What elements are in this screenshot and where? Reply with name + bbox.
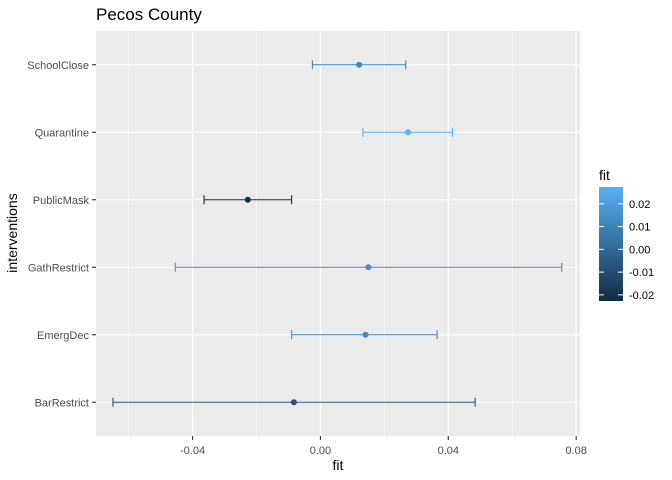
data-point (365, 264, 372, 271)
legend-tick-label: -0.02 (629, 290, 654, 302)
legend-colorbar (599, 187, 623, 301)
x-axis-title: fit (333, 457, 344, 473)
legend-title: fit (599, 167, 610, 183)
x-tick-label: 0.08 (565, 445, 586, 457)
legend: fit 0.02 0.01 0.00 -0.01 -0.02 (599, 167, 654, 302)
x-tick-label: 0.00 (310, 445, 331, 457)
legend-tick-label: -0.01 (629, 267, 654, 279)
y-tick-label: Quarantine (35, 127, 89, 139)
y-tick-label: BarRestrict (35, 397, 89, 409)
data-point (244, 196, 251, 203)
data-point (362, 331, 369, 338)
legend-tick-label: 0.02 (629, 199, 650, 211)
legend-tick-label: 0.01 (629, 222, 650, 234)
data-layer (112, 60, 563, 407)
data-point (405, 129, 412, 136)
legend-tick-label: 0.00 (629, 244, 650, 256)
x-tick-label: 0.04 (438, 445, 459, 457)
y-tick-label: PublicMask (33, 195, 90, 207)
axes: -0.04 0.00 0.04 0.08 SchoolClose Quarantine Pu… (27, 60, 587, 457)
data-point (356, 61, 363, 68)
y-tick-label: GathRestrict (28, 262, 89, 274)
legend-ticks: 0.02 0.01 0.00 -0.01 -0.02 (599, 199, 654, 302)
y-axis-title: interventions (4, 193, 20, 272)
chart-title: Pecos County (96, 5, 202, 24)
plot-panel (96, 31, 580, 436)
data-point (290, 399, 297, 406)
x-tick-label: -0.04 (180, 445, 205, 457)
y-tick-label: EmergDec (37, 330, 89, 342)
y-tick-label: SchoolClose (27, 60, 89, 72)
